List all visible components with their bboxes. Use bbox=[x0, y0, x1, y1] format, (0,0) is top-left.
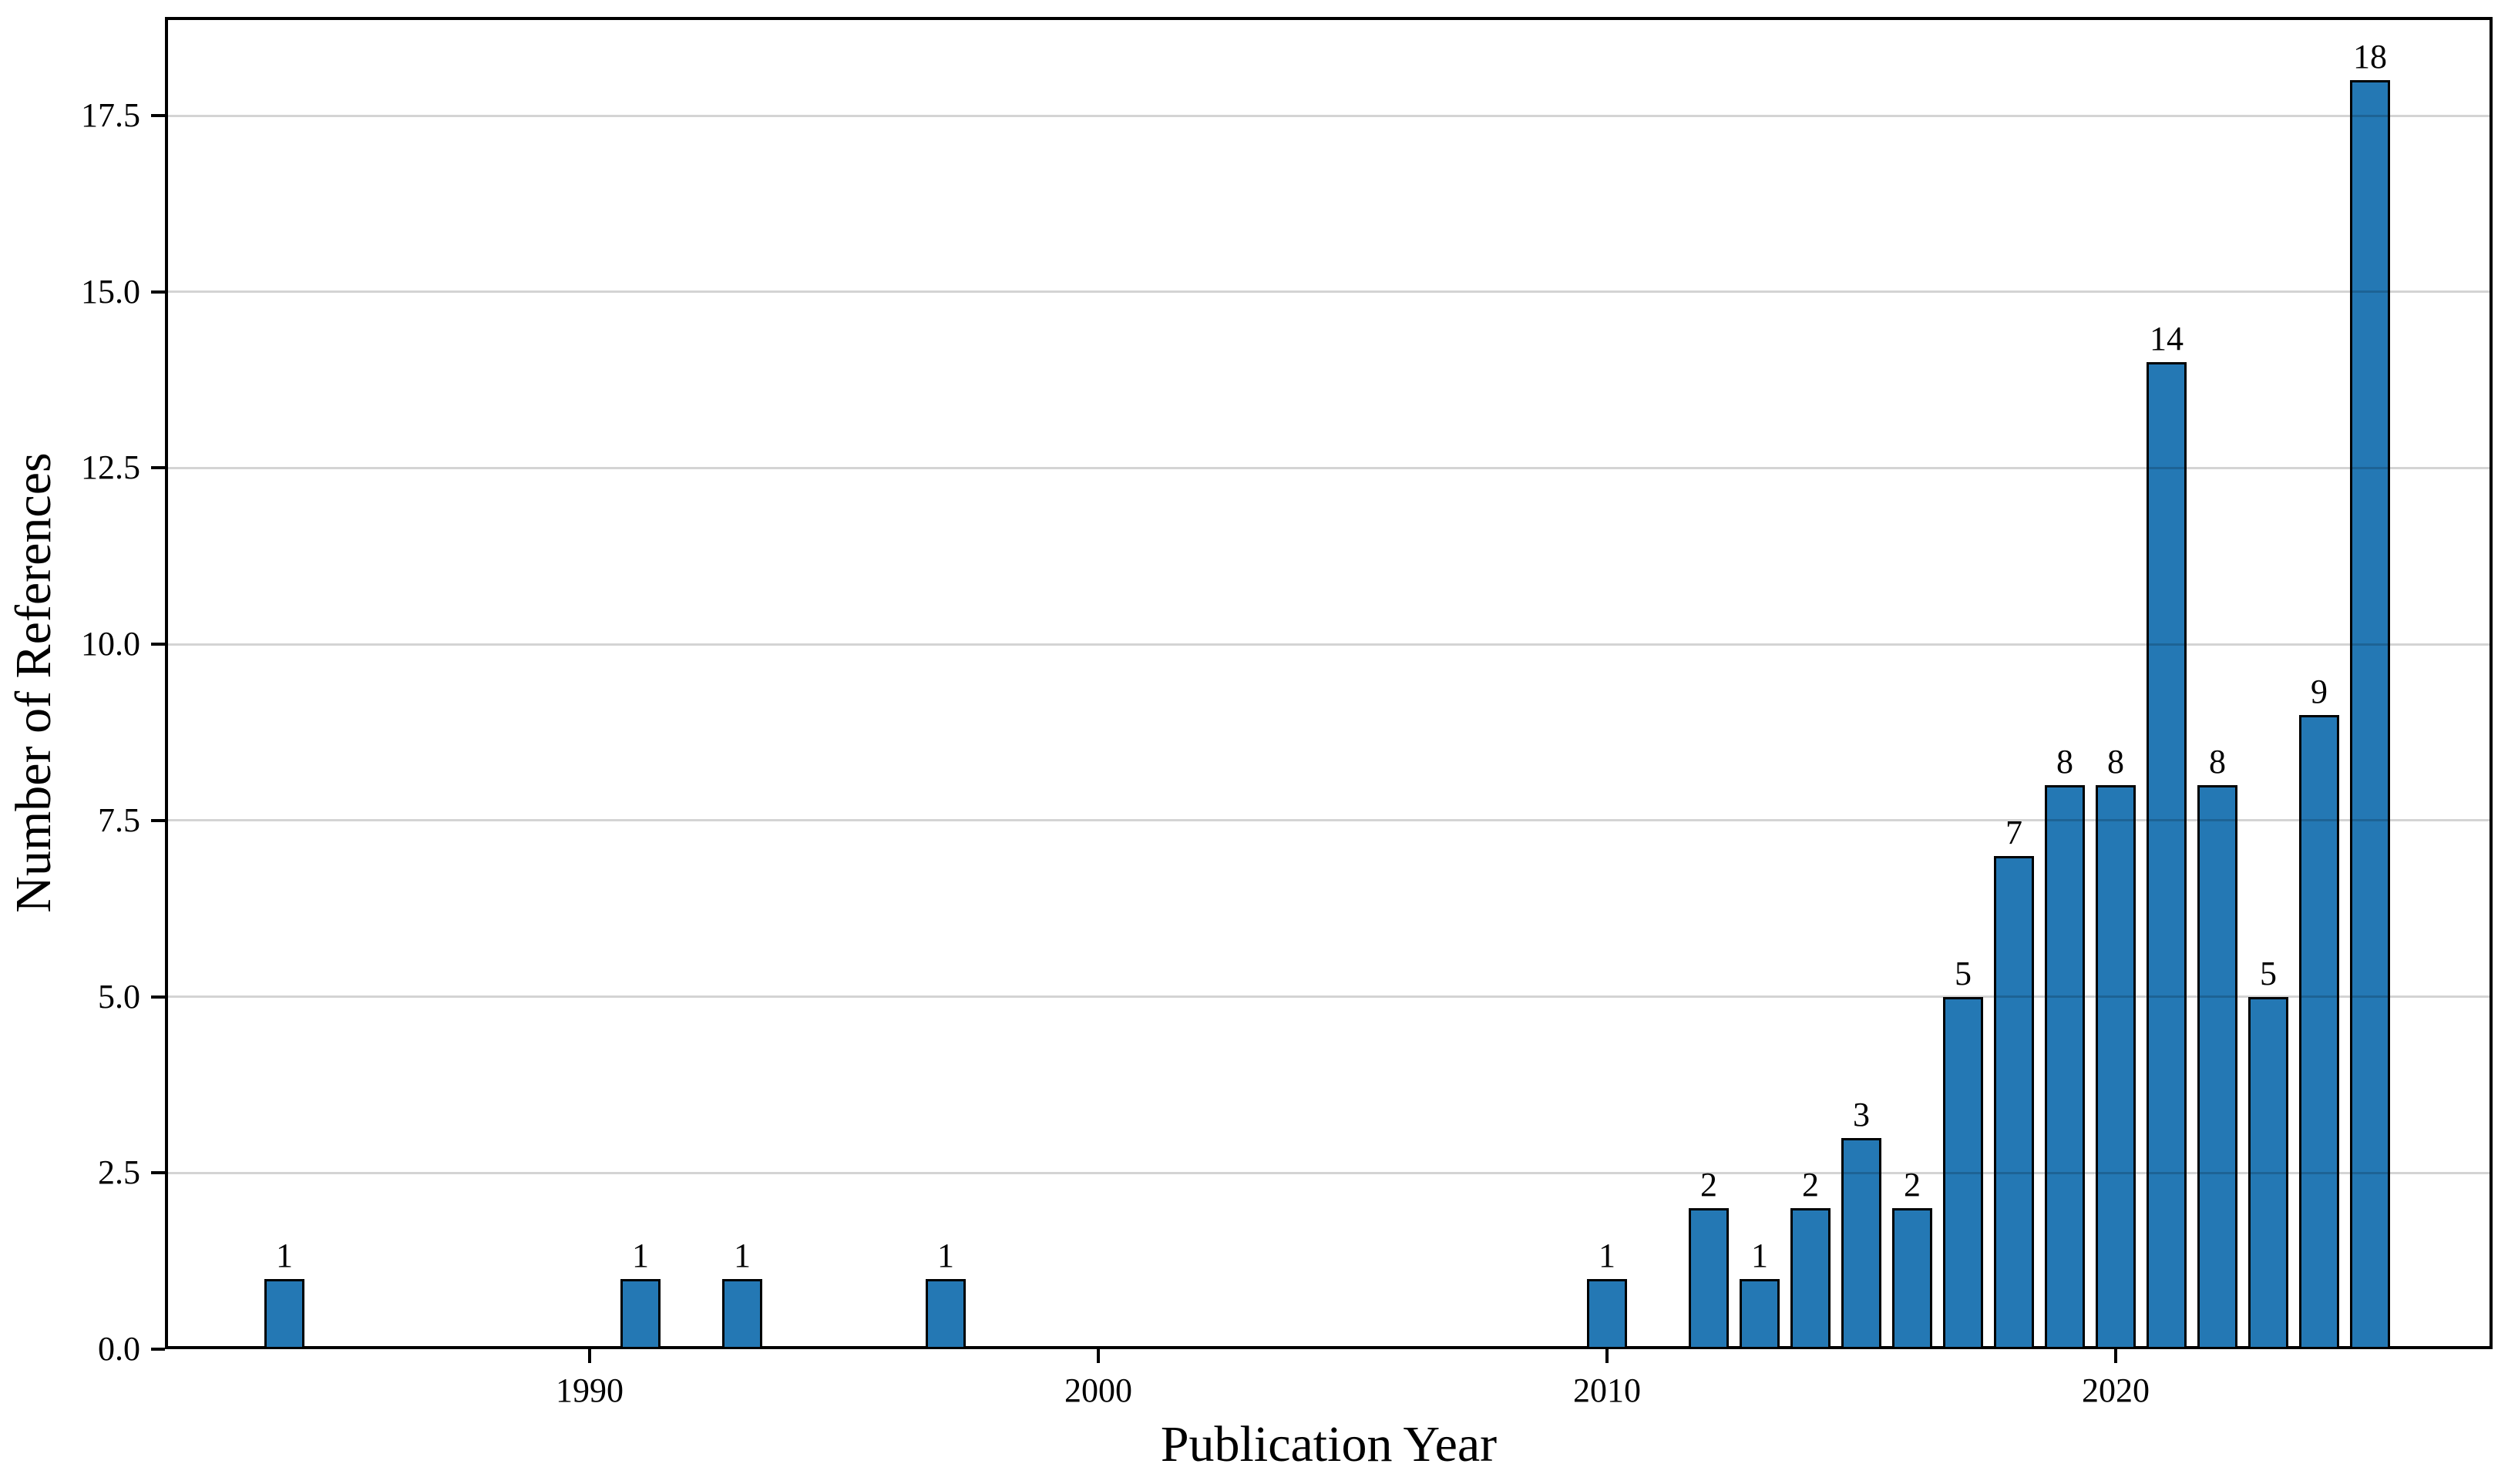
bar bbox=[2197, 785, 2237, 1349]
bar-value-label: 7 bbox=[2005, 813, 2022, 851]
y-axis-tick-label: 0.0 bbox=[98, 1330, 140, 1368]
y-axis-tick bbox=[151, 114, 165, 118]
bar bbox=[2350, 80, 2390, 1349]
y-axis-tick bbox=[151, 643, 165, 646]
bar bbox=[1689, 1208, 1729, 1349]
bar-value-label: 8 bbox=[2056, 743, 2073, 781]
bar bbox=[264, 1278, 304, 1349]
bar bbox=[1841, 1137, 1881, 1349]
y-axis-tick bbox=[151, 818, 165, 822]
bar bbox=[620, 1278, 661, 1349]
gridline bbox=[165, 995, 2493, 999]
bar-value-label: 1 bbox=[734, 1236, 751, 1274]
bar-value-label: 1 bbox=[1751, 1236, 1768, 1274]
bar-value-label: 14 bbox=[2150, 320, 2184, 358]
bar-value-label: 5 bbox=[2260, 954, 2277, 992]
bar-value-label: 1 bbox=[632, 1236, 649, 1274]
bar bbox=[722, 1278, 762, 1349]
x-axis-tick bbox=[588, 1349, 591, 1363]
gridline bbox=[165, 819, 2493, 822]
x-axis-tick bbox=[2114, 1349, 2117, 1363]
y-axis-label: Number of References bbox=[5, 452, 62, 913]
bar-value-label: 3 bbox=[1853, 1095, 1870, 1133]
bar-value-label: 8 bbox=[2209, 743, 2226, 781]
x-axis-label: Publication Year bbox=[1160, 1416, 1498, 1472]
y-axis-tick-label: 17.5 bbox=[81, 96, 140, 135]
plot-area bbox=[165, 17, 2493, 1349]
gridline bbox=[165, 466, 2493, 469]
y-axis-tick bbox=[151, 290, 165, 294]
bar bbox=[2299, 714, 2339, 1349]
bar bbox=[1587, 1278, 1627, 1349]
bar bbox=[1740, 1278, 1780, 1349]
bar bbox=[926, 1278, 966, 1349]
bar-value-label: 5 bbox=[1955, 954, 1972, 992]
bar bbox=[2096, 785, 2136, 1349]
bar bbox=[2248, 996, 2288, 1349]
bar bbox=[1790, 1208, 1831, 1349]
y-axis-tick bbox=[151, 1171, 165, 1175]
x-axis-tick bbox=[1605, 1349, 1609, 1363]
gridline bbox=[165, 290, 2493, 294]
bar bbox=[2147, 362, 2187, 1349]
y-axis-tick bbox=[151, 1348, 165, 1351]
gridline bbox=[165, 643, 2493, 646]
x-axis-tick-label: 2000 bbox=[1064, 1372, 1132, 1409]
bar-value-label: 8 bbox=[2107, 743, 2124, 781]
bar-value-label: 1 bbox=[1599, 1236, 1615, 1274]
bar bbox=[1892, 1208, 1932, 1349]
bar bbox=[2045, 785, 2085, 1349]
bar-value-label: 2 bbox=[1904, 1166, 1921, 1204]
y-axis-tick-label: 5.0 bbox=[98, 977, 140, 1016]
y-axis-tick-label: 2.5 bbox=[98, 1153, 140, 1192]
bar-value-label: 2 bbox=[1700, 1166, 1717, 1204]
gridline bbox=[165, 1171, 2493, 1174]
bar-value-label: 1 bbox=[276, 1236, 293, 1274]
bar bbox=[1994, 855, 2034, 1349]
y-axis-tick-label: 7.5 bbox=[98, 801, 140, 839]
x-axis-tick-label: 2010 bbox=[1573, 1372, 1641, 1409]
bar-value-label: 18 bbox=[2353, 38, 2387, 76]
bar-value-label: 2 bbox=[1802, 1166, 1819, 1204]
y-axis-tick bbox=[151, 995, 165, 999]
x-axis-tick-label: 2020 bbox=[2082, 1372, 2150, 1409]
bar-value-label: 9 bbox=[2311, 672, 2328, 710]
x-axis-tick-label: 1990 bbox=[556, 1372, 624, 1409]
bar bbox=[1943, 996, 1983, 1349]
bar-value-label: 1 bbox=[937, 1236, 954, 1274]
y-axis-tick-label: 12.5 bbox=[81, 448, 140, 487]
x-axis-tick bbox=[1097, 1349, 1100, 1363]
y-axis-tick-label: 10.0 bbox=[81, 625, 140, 663]
y-axis-tick bbox=[151, 466, 165, 470]
y-axis-tick-label: 15.0 bbox=[81, 272, 140, 311]
gridline bbox=[165, 114, 2493, 117]
